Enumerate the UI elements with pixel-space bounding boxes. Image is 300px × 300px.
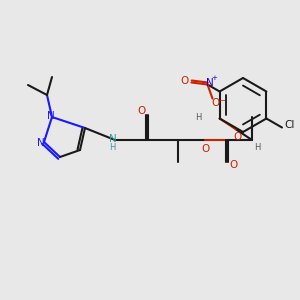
Text: −: −: [218, 96, 225, 105]
Text: O: O: [180, 76, 189, 86]
Text: H: H: [109, 143, 115, 152]
Text: N: N: [206, 79, 213, 88]
Text: H: H: [254, 143, 260, 152]
Text: H: H: [195, 112, 201, 122]
Text: N: N: [109, 134, 117, 144]
Text: N: N: [37, 138, 45, 148]
Text: O: O: [137, 106, 145, 116]
Text: Cl: Cl: [285, 121, 295, 130]
Text: +: +: [212, 76, 218, 82]
Text: O: O: [201, 144, 209, 154]
Text: O: O: [212, 98, 220, 109]
Text: N: N: [47, 111, 55, 121]
Text: O: O: [234, 132, 242, 142]
Text: O: O: [229, 160, 237, 170]
